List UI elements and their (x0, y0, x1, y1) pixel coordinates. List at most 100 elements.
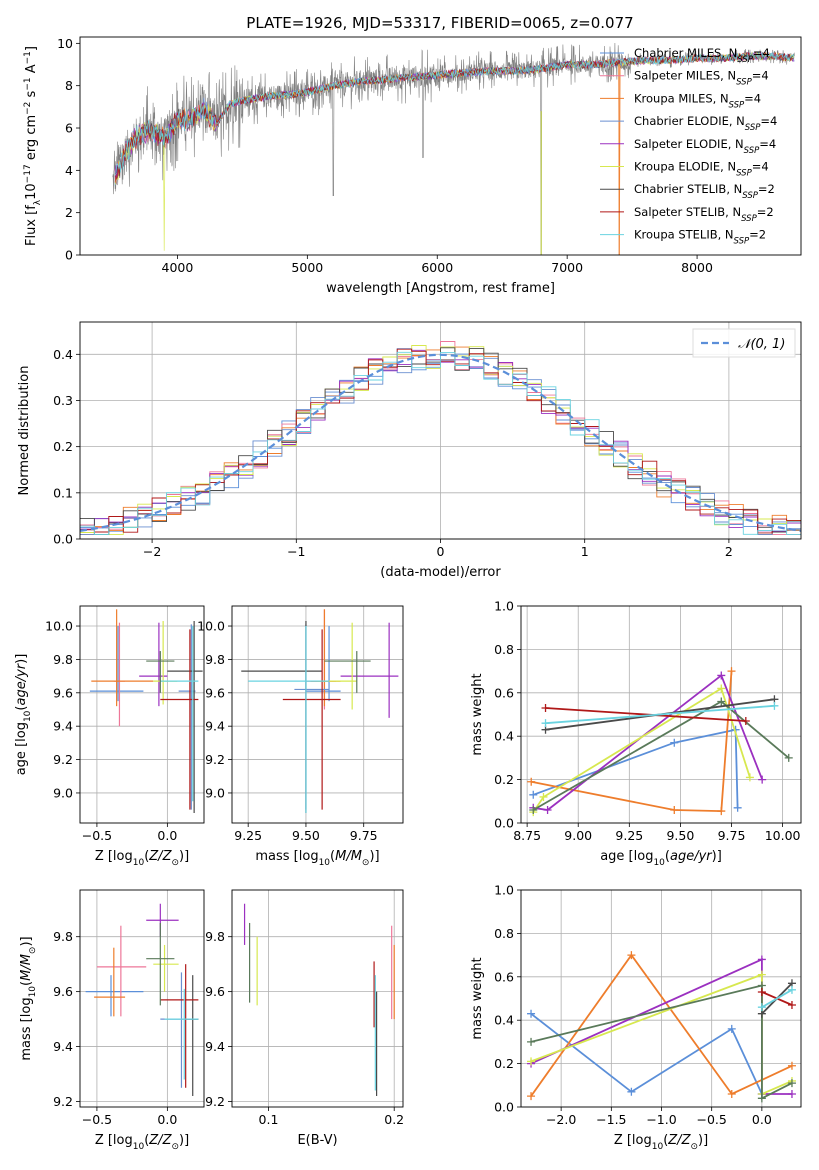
weight-point-4 (529, 805, 538, 814)
weight-point-1 (727, 1089, 736, 1098)
x-tick-label: −1.5 (596, 1112, 626, 1127)
y-tick-label: 0.6 (494, 685, 514, 700)
weight-line-7 (761, 989, 793, 1008)
y-tick-label: 0.0 (53, 532, 73, 547)
legend-label-3: Chabrier ELODIE, NSSP=4 (634, 114, 777, 133)
axes-frame (520, 889, 802, 1108)
x-tick-label: 9.75 (718, 828, 746, 843)
x-axis-label: Z [log10(Z/Z⊙)] (95, 849, 189, 868)
y-tick-label: 1.0 (494, 883, 514, 898)
x-tick-label: −0.5 (82, 828, 112, 843)
weight-point-4 (787, 1079, 796, 1088)
x-axis-label: age [log10(age/yr)] (600, 849, 722, 868)
x-tick-label: −2.0 (546, 1112, 576, 1127)
y-tick-label: 8 (65, 78, 73, 93)
x-tick-label: 0 (437, 544, 445, 559)
weight-point-2 (787, 1089, 796, 1098)
weight-point-5 (541, 703, 550, 712)
weight-point-1 (727, 667, 736, 676)
weight-point-5 (787, 1001, 796, 1010)
x-tick-label: 0.0 (157, 828, 177, 843)
legend-label-gaussian: 𝒩(0, 1) (738, 337, 785, 352)
y-tick-label: 0.2 (53, 439, 73, 454)
weight-point-3 (757, 970, 766, 979)
x-axis-label: (data-model)/error (380, 565, 501, 580)
y-tick-label: 9.4 (53, 1039, 73, 1054)
weight-point-0 (733, 803, 742, 812)
x-tick-label: 9.25 (615, 828, 643, 843)
panel-mass_vs_ebv: 0.1 0.2 9.2 9.4 9.6 9.8 E(B-V) (205, 889, 404, 1148)
y-tick-label: 10 (57, 36, 73, 51)
x-tick-label: 8000 (681, 260, 713, 275)
legend-label-4: Salpeter ELODIE, NSSP=4 (634, 137, 776, 156)
y-axis-label: mass weight (470, 673, 485, 755)
panel-spectrum: 4000 5000 6000 7000 8000 0 2 4 6 8 10 wavelength [A… (23, 36, 802, 296)
weight-line-3 (532, 687, 751, 813)
weight-point-4 (527, 1037, 536, 1046)
legend-label-6: Chabrier STELIB, NSSP=2 (634, 182, 775, 201)
y-tick-label: 9.2 (53, 752, 73, 767)
weight-point-4 (784, 753, 793, 762)
histogram-step-8 (80, 351, 801, 535)
panel-age_vs_mass: 9.25 9.50 9.75 9.0 9.2 9.4 9.6 9.8 10.0 mass [log… (197, 605, 404, 868)
x-tick-label: 1 (581, 544, 589, 559)
panel-weight_vs_Z: −2.0 −1.5 −1.0 −0.5 0.0 0.0 0.2 0.4 0.6 0.8 1.0 Z [… (470, 883, 802, 1152)
axes-frame (520, 605, 802, 824)
y-axis-label: mass weight (470, 957, 485, 1039)
model-line-8 (114, 52, 795, 176)
legend-label-8: Kroupa STELIB, NSSP=2 (634, 228, 766, 247)
weight-line-2 (533, 673, 764, 811)
weight-point-0 (529, 790, 538, 799)
weight-line-0 (530, 1012, 763, 1095)
y-tick-label: 0 (65, 248, 73, 263)
weight-point-7 (757, 1003, 766, 1012)
x-tick-label: 0.0 (752, 1112, 772, 1127)
x-tick-label: −0.5 (697, 1112, 727, 1127)
weight-line-5 (545, 707, 746, 722)
plot-area (89, 609, 203, 813)
weight-point-7 (787, 985, 796, 994)
weight-point-1 (787, 1061, 796, 1070)
weight-point-2 (543, 805, 552, 814)
weight-point-2 (757, 955, 766, 964)
y-tick-label: 0.0 (494, 1100, 514, 1115)
weight-point-0 (527, 1009, 536, 1018)
y-tick-label: 1.0 (494, 599, 514, 614)
weight-point-3 (745, 773, 754, 782)
weight-point-4 (717, 697, 726, 706)
y-axis-label: Normed distribution (17, 366, 32, 496)
y-tick-label: 0.4 (494, 729, 514, 744)
y-axis-label: Flux [fλ10−17 erg cm−2 s−1 A−1] (23, 46, 43, 246)
weight-line-7 (545, 704, 775, 725)
weight-line-4 (532, 700, 790, 811)
x-tick-label: −1 (287, 544, 305, 559)
x-tick-label: 9.50 (666, 828, 694, 843)
y-tick-label: 9.8 (205, 652, 225, 667)
x-tick-label: 2 (725, 544, 733, 559)
x-tick-label: 0.2 (384, 1112, 404, 1127)
weight-point-1 (670, 805, 679, 814)
x-tick-label: 4000 (162, 260, 194, 275)
weight-point-4 (757, 1094, 766, 1103)
y-tick-label: 9.2 (53, 1094, 73, 1109)
spectrum-legend: Chabrier MILES, NSSP=4 Salpeter MILES, NS… (600, 46, 777, 247)
x-tick-label: 7000 (551, 260, 583, 275)
x-tick-label: 9.25 (234, 828, 262, 843)
x-axis-label: wavelength [Angstrom, rest frame] (326, 281, 555, 296)
legend-box (692, 328, 796, 358)
weight-point-5 (757, 987, 766, 996)
y-tick-label: 9.8 (53, 929, 73, 944)
legend-label-7: Salpeter STELIB, NSSP=2 (634, 205, 774, 224)
y-tick-label: 9.0 (53, 785, 73, 800)
panel-age_vs_Z: −0.5 0.0 9.0 9.2 9.4 9.6 9.8 10.0 Z [log10(Z/Z⊙)… (14, 605, 205, 868)
legend-label-2: Kroupa MILES, NSSP=4 (634, 91, 761, 110)
weight-point-1 (717, 807, 726, 816)
y-tick-label: 0.0 (494, 816, 514, 831)
axes-frame (231, 889, 404, 1108)
y-tick-label: 10.0 (45, 619, 73, 634)
y-tick-label: 9.4 (53, 719, 73, 734)
y-tick-label: 9.8 (205, 929, 225, 944)
y-tick-label: 9.0 (205, 785, 225, 800)
